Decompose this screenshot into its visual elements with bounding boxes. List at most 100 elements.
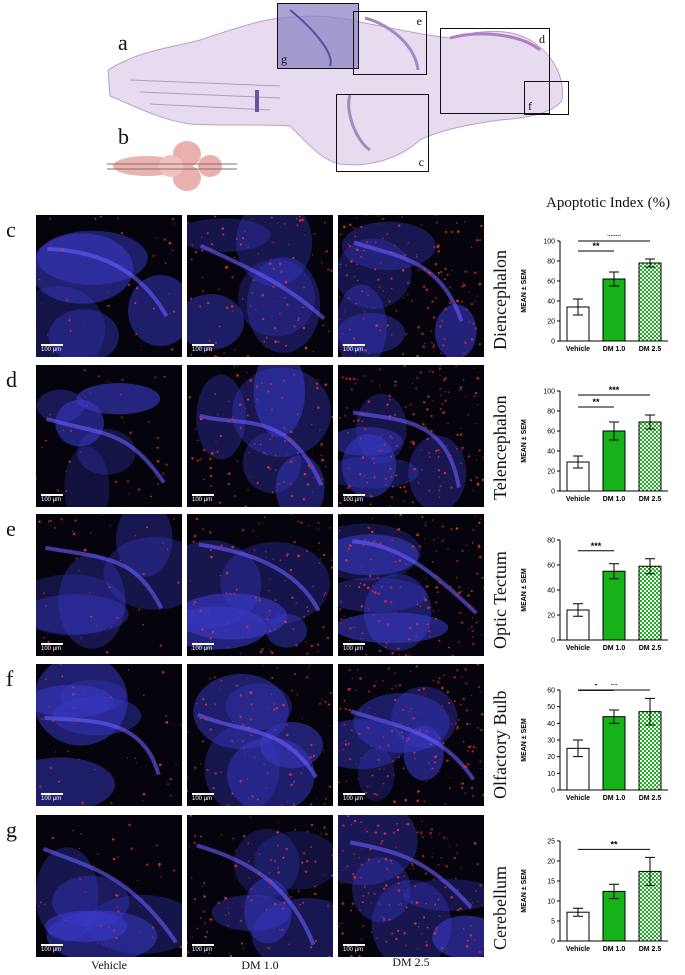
y-tick-label: 40 bbox=[547, 721, 555, 728]
scale-bar-line bbox=[192, 494, 214, 496]
micrograph-g-dm10: 100 µm bbox=[187, 815, 333, 957]
error-bar bbox=[645, 856, 655, 886]
significance-label: *** bbox=[609, 385, 620, 395]
bar-dm25 bbox=[638, 262, 662, 342]
error-bar bbox=[609, 709, 619, 724]
micrograph-e-vehicle: 100 µm bbox=[36, 514, 182, 656]
scale-bar: 100 µm bbox=[192, 793, 214, 802]
scale-bar: 100 µm bbox=[192, 643, 214, 652]
y-tick-label: 40 bbox=[547, 588, 555, 595]
x-tick-label: DM 1.0 bbox=[603, 346, 626, 353]
x-tick-label: DM 2.5 bbox=[639, 496, 662, 503]
sagittal-section-image bbox=[107, 4, 564, 166]
micrograph-d-vehicle: 100 µm bbox=[36, 365, 182, 507]
scale-bar: 100 µm bbox=[41, 494, 63, 503]
scale-bar-text: 100 µm bbox=[192, 947, 213, 953]
scale-bar-line bbox=[192, 643, 214, 645]
bar-chart-c: MEAN ± SEM 0 20 40 60 80 100 Vehicle DM 1.0 DM 2.… bbox=[506, 231, 681, 370]
y-axis-label: MEAN ± SEM bbox=[521, 869, 528, 913]
y-axis-label: MEAN ± SEM bbox=[521, 568, 528, 612]
y-axis-label: MEAN ± SEM bbox=[521, 718, 528, 762]
overview-box-c: c bbox=[336, 94, 429, 172]
micrograph-e-dm25: 100 µm bbox=[338, 514, 484, 656]
scale-bar: 100 µm bbox=[343, 643, 365, 652]
micrograph-d-dm25: 100 µm bbox=[338, 365, 484, 507]
scale-bar-text: 100 µm bbox=[192, 347, 213, 353]
overview-box-f: f bbox=[524, 81, 569, 115]
y-tick-label: 20 bbox=[547, 469, 555, 476]
scale-bar: 100 µm bbox=[192, 344, 214, 353]
significance-label: ** bbox=[592, 241, 600, 251]
scale-bar: 100 µm bbox=[343, 793, 365, 802]
overview-box-d: d bbox=[440, 28, 550, 114]
scale-bar-line bbox=[343, 494, 365, 496]
y-tick-label: 30 bbox=[547, 738, 555, 745]
error-bar bbox=[573, 455, 583, 469]
scale-bar-text: 100 µm bbox=[41, 796, 62, 802]
scale-bar: 100 µm bbox=[343, 944, 365, 953]
y-tick-label: 100 bbox=[543, 389, 555, 396]
significance-label: *** bbox=[591, 541, 602, 551]
bar-dm25 bbox=[638, 565, 662, 641]
scale-bar: 100 µm bbox=[192, 944, 214, 953]
bar-dm10 bbox=[602, 570, 626, 641]
scale-bar-text: 100 µm bbox=[41, 646, 62, 652]
column-label-vehicle: Vehicle bbox=[91, 958, 127, 972]
y-tick-label: 60 bbox=[547, 688, 555, 695]
scale-bar-line bbox=[192, 944, 214, 946]
y-axis-label: MEAN ± SEM bbox=[521, 269, 528, 313]
scale-bar-text: 100 µm bbox=[41, 497, 62, 503]
box-label-e: e bbox=[416, 14, 422, 28]
bar-dm10 bbox=[602, 278, 626, 342]
y-tick-label: 80 bbox=[547, 259, 555, 266]
significance-label: * bbox=[594, 684, 598, 690]
bar-chart-e: MEAN ± SEM 0 20 40 60 80 Vehicle DM 1.0 DM 2.5 **… bbox=[506, 534, 681, 669]
error-bar bbox=[573, 298, 583, 316]
scale-bar-text: 100 µm bbox=[192, 646, 213, 652]
x-tick-label: DM 1.0 bbox=[603, 496, 626, 503]
y-tick-label: 60 bbox=[547, 429, 555, 436]
micrograph-d-dm10: 100 µm bbox=[187, 365, 333, 507]
panel-label-c: c bbox=[6, 217, 16, 242]
micrograph-c-dm25: 100 µm bbox=[338, 215, 484, 357]
y-axis-label: MEAN ± SEM bbox=[521, 419, 528, 463]
bar-dm25 bbox=[638, 421, 662, 492]
micrograph-c-dm10: 100 µm bbox=[187, 215, 333, 357]
scale-bar-text: 100 µm bbox=[343, 646, 364, 652]
scale-bar-line bbox=[192, 793, 214, 795]
box-label-c: c bbox=[418, 155, 424, 169]
error-bar bbox=[609, 563, 619, 580]
y-tick-label: 60 bbox=[547, 563, 555, 570]
bar-chart-f: MEAN ± SEM 0 10 20 30 40 50 60 Vehicle DM 1.0 DM 2… bbox=[506, 680, 681, 819]
scale-bar: 100 µm bbox=[41, 944, 63, 953]
x-tick-label: Vehicle bbox=[566, 795, 590, 802]
y-tick-label: 25 bbox=[547, 839, 555, 846]
error-bar bbox=[573, 603, 583, 617]
y-tick-label: 0 bbox=[551, 489, 555, 496]
overview-box-g: g bbox=[277, 3, 359, 69]
bar-chart-d: MEAN ± SEM 0 20 40 60 80 100 Vehicle DM 1.0 DM 2.… bbox=[506, 385, 681, 520]
panel-label-a: a bbox=[118, 30, 128, 55]
error-bar bbox=[645, 258, 655, 268]
scale-bar: 100 µm bbox=[41, 344, 63, 353]
scale-bar-text: 100 µm bbox=[343, 347, 364, 353]
x-tick-label: DM 2.5 bbox=[639, 946, 662, 953]
panel-label-g: g bbox=[6, 817, 17, 842]
panel-label-f: f bbox=[6, 666, 14, 691]
micrograph-g-vehicle: 100 µm bbox=[36, 815, 182, 957]
error-bar bbox=[645, 414, 655, 430]
y-tick-label: 40 bbox=[547, 449, 555, 456]
y-tick-label: 20 bbox=[547, 754, 555, 761]
scale-bar-text: 100 µm bbox=[343, 497, 364, 503]
x-tick-label: DM 2.5 bbox=[639, 795, 662, 802]
scale-bar-line bbox=[343, 344, 365, 346]
y-tick-label: 40 bbox=[547, 299, 555, 306]
significance-label: ** bbox=[610, 839, 618, 849]
box-label-d: d bbox=[539, 32, 545, 46]
column-label-dm25: DM 2.5 bbox=[392, 955, 430, 969]
scale-bar-line bbox=[41, 344, 63, 346]
overview-box-e: e bbox=[353, 11, 427, 75]
y-tick-label: 0 bbox=[551, 638, 555, 645]
scale-bar: 100 µm bbox=[343, 494, 365, 503]
x-tick-label: DM 2.5 bbox=[639, 645, 662, 652]
